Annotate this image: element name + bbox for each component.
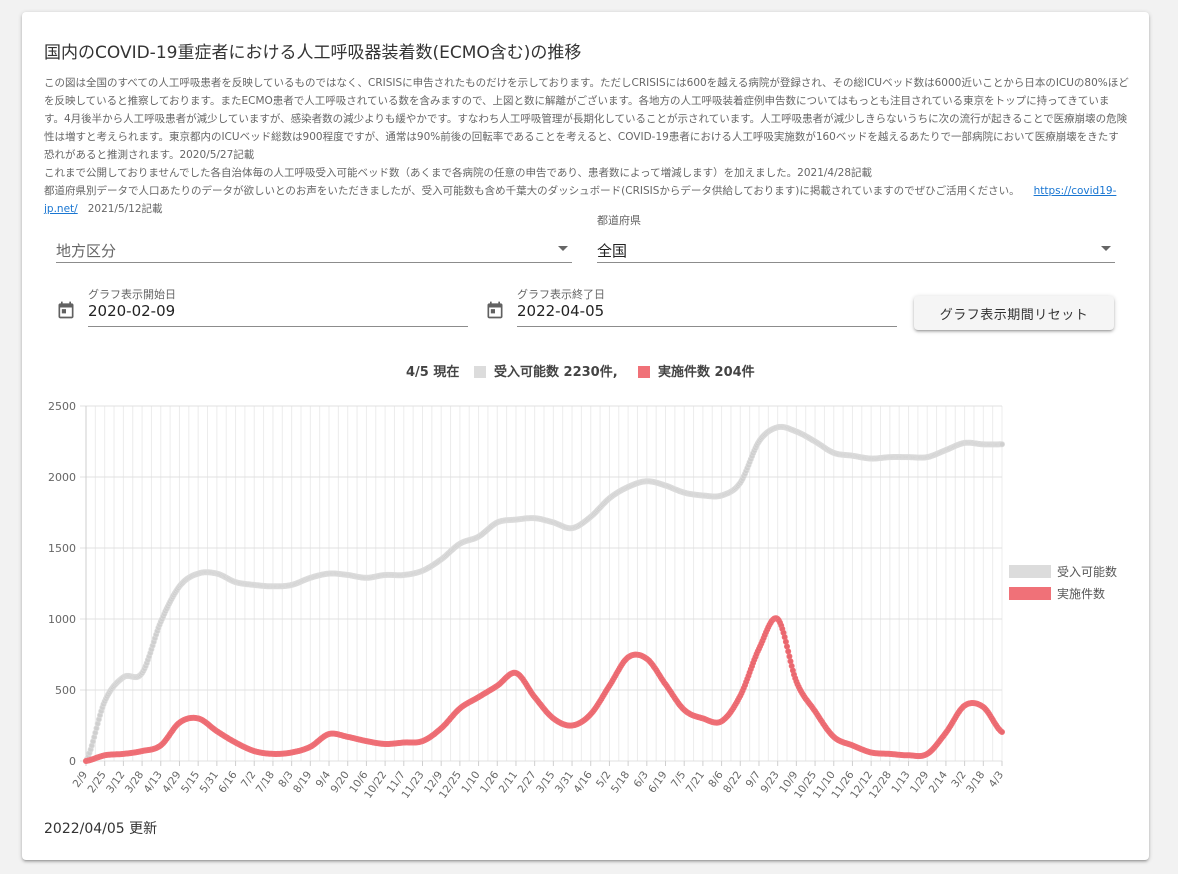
x-tick-label: 9/23 [758,769,781,795]
description-text-3: 都道府県別データで人口あたりのデータが欲しいとのお声をいただきましたが、受入可能… [44,185,1020,197]
x-tick-label: 7/18 [254,769,277,795]
chart-card: 国内のCOVID-19重症者における人工呼吸器装着数(ECMO含む)の推移 この… [22,12,1149,860]
x-tick-label: 3/31 [553,769,576,795]
description-paragraph-2: これまで公開しておりませんでした各自治体毎の人工呼吸受入可能ベッド数（あくまで各… [44,167,872,179]
description-paragraph-1: この図は全国のすべての人工呼吸患者を反映しているものではなく、CRISISに申告… [44,77,1129,161]
x-tick-label: 3/18 [964,769,987,795]
chart-title-actual: 実施件数 204件 [658,364,755,380]
region-select[interactable]: 地方区分 [56,234,572,263]
end-date-value[interactable]: 2022-04-05 [517,302,605,320]
start-date-input[interactable]: グラフ表示開始日 2020-02-09 [88,286,468,327]
chart-grid [80,405,1003,762]
x-tick-label: 1/13 [889,769,912,795]
x-tick-label: 8/19 [291,769,314,795]
x-tick-label: 5/15 [179,769,202,795]
actual-data-point[interactable] [784,643,791,650]
y-tick-label: 1500 [48,542,76,555]
end-date-field[interactable]: グラフ表示終了日 2022-04-05 [485,286,905,328]
x-tick-label: 6/16 [216,769,240,795]
description-paragraph-3: 都道府県別データで人口あたりのデータが欲しいとのお声をいただきましたが、受入可能… [44,182,1129,218]
y-tick-label: 500 [55,684,76,697]
chart-legend: 受入可能数 実施件数 [1009,564,1117,601]
x-tick-label: 5/31 [198,769,221,795]
start-date-label: グラフ表示開始日 [88,288,176,301]
prefecture-select-value: 全国 [597,242,628,260]
legend-capacity-label[interactable]: 受入可能数 [1057,564,1117,579]
capacity-data-point[interactable] [999,441,1006,448]
calendar-icon[interactable] [56,300,76,320]
x-tick-label: 1/26 [478,769,502,795]
title-actual-swatch [638,366,650,378]
start-date-field[interactable]: グラフ表示開始日 2020-02-09 [56,286,476,328]
region-dropdown-arrow-icon[interactable] [558,246,568,251]
reset-period-button[interactable]: グラフ表示期間リセット [914,296,1114,330]
y-tick-label: 0 [69,755,76,768]
y-tick-label: 1000 [48,613,76,626]
x-tick-label: 1/29 [908,769,931,795]
actual-data-point[interactable] [786,653,793,660]
x-tick-label: 2/14 [927,769,951,795]
actual-data-point[interactable] [999,729,1006,736]
chart-title-capacity: 受入可能数 2230件, [494,364,618,380]
chart-title-current: 4/5 現在 [406,364,459,380]
x-tick-label: 2/27 [515,769,538,795]
x-tick-label: 4/29 [160,769,183,795]
y-axis: 0 500 1000 1500 2000 2500 [48,400,87,768]
y-tick-label: 2000 [48,471,76,484]
actual-data-point[interactable] [782,638,789,645]
x-tick-label: 3/15 [534,769,557,795]
legend-capacity-swatch[interactable] [1009,565,1051,578]
start-date-value[interactable]: 2020-02-09 [88,302,176,320]
chart-series [83,423,1006,765]
x-tick-label: 2/11 [497,769,520,795]
x-tick-label: 8/22 [721,769,744,795]
prefecture-dropdown-arrow-icon[interactable] [1101,246,1111,251]
line-chart: 4/5 現在 受入可能数 2230件, 実施件数 204件 0 500 1000 15… [48,364,1117,801]
x-tick-label: 6/19 [646,769,669,795]
x-tick-label: 4/13 [142,769,165,795]
link-note: 2021/5/12記載 [87,203,163,215]
legend-actual-swatch[interactable] [1009,587,1051,600]
x-tick-label: 1/10 [459,769,482,795]
x-axis: 2/92/253/123/284/134/295/155/316/16 7/27/… [71,761,1007,801]
calendar-icon[interactable] [485,300,505,320]
legend-actual-label[interactable]: 実施件数 [1057,586,1105,601]
updated-date: 2022/04/05 更新 [44,821,158,837]
x-tick-label: 4/3 [987,769,1007,790]
x-tick-label: 7/21 [684,769,707,795]
end-date-label: グラフ表示終了日 [517,288,605,301]
prefecture-select[interactable]: 都道府県 全国 [597,214,1115,263]
x-tick-label: 5/18 [609,769,632,795]
description: この図は全国のすべての人工呼吸患者を反映しているものではなく、CRISISに申告… [44,74,1129,218]
prefecture-select-label: 都道府県 [597,214,641,227]
actual-data-point[interactable] [785,648,792,655]
x-tick-label: 9/20 [329,769,352,795]
chart-title: 4/5 現在 受入可能数 2230件, 実施件数 204件 [406,364,755,380]
page-title: 国内のCOVID-19重症者における人工呼吸器装着数(ECMO含む)の推移 [44,43,582,63]
title-capacity-swatch [474,366,486,378]
region-select-placeholder: 地方区分 [56,242,117,260]
x-tick-label: 2/25 [85,769,108,795]
x-tick-label: 3/12 [104,769,127,795]
site-link[interactable]: https://covid19-jp.net/ [44,185,1117,215]
y-tick-label: 2500 [48,400,76,413]
x-tick-label: 4/16 [572,769,596,795]
x-tick-label: 3/28 [123,769,146,795]
end-date-input[interactable]: グラフ表示終了日 2022-04-05 [517,286,897,327]
